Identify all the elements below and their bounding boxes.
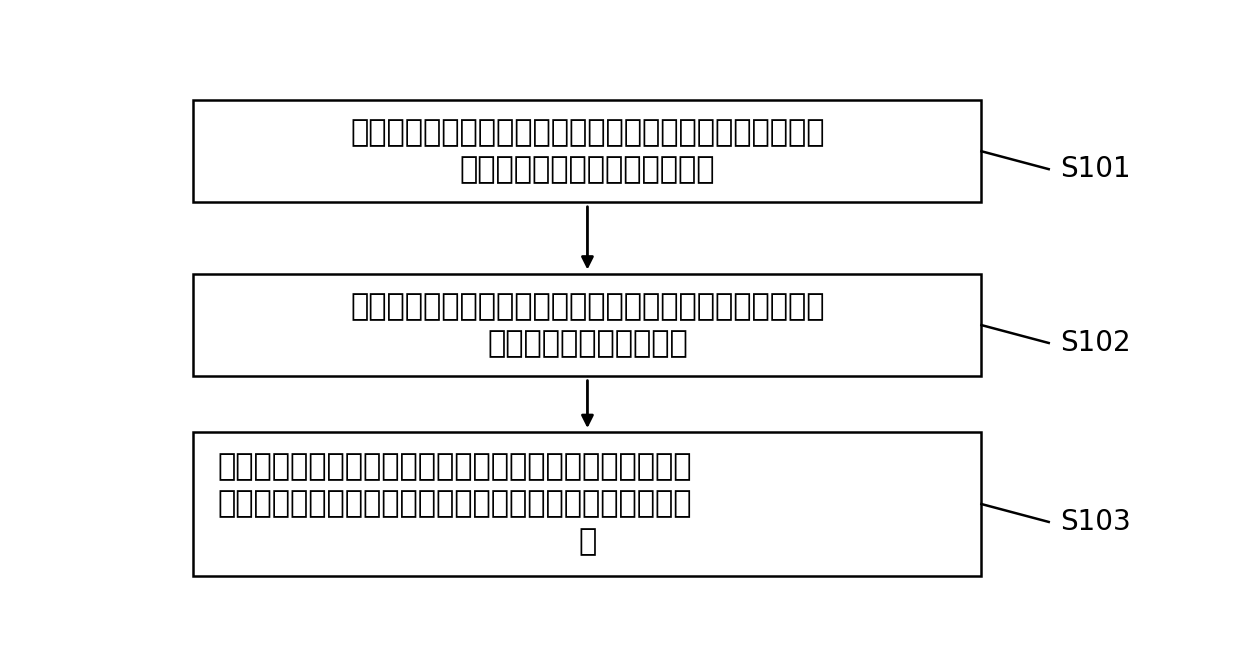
Bar (193, 274, 982, 376)
Text: S103: S103 (1060, 508, 1131, 536)
Bar (193, 432, 982, 576)
Text: 将待检测的人脸图像输入至预先构建的头部姿态检测网络，: 将待检测的人脸图像输入至预先构建的头部姿态检测网络， (350, 118, 825, 147)
Text: S101: S101 (1060, 155, 1131, 183)
Text: 量: 量 (578, 527, 596, 556)
Bar (193, 100, 982, 203)
Text: 向量检测网络，得到所述人脸图像中眼球的三维视线方向向: 向量检测网络，得到所述人脸图像中眼球的三维视线方向向 (217, 489, 692, 519)
Text: 将所述头部姿态和所述眼球动作输入至预先构建的三维视线: 将所述头部姿态和所述眼球动作输入至预先构建的三维视线 (217, 452, 692, 481)
Text: 所述人脸图像的眼球动作: 所述人脸图像的眼球动作 (487, 329, 688, 358)
Text: 得到所述人脸图像中的头部姿态: 得到所述人脸图像中的头部姿态 (460, 155, 715, 184)
Text: S102: S102 (1060, 329, 1131, 357)
Text: 将所述人脸图像输入至预先构建的眼球动作检测网络，得到: 将所述人脸图像输入至预先构建的眼球动作检测网络，得到 (350, 292, 825, 321)
